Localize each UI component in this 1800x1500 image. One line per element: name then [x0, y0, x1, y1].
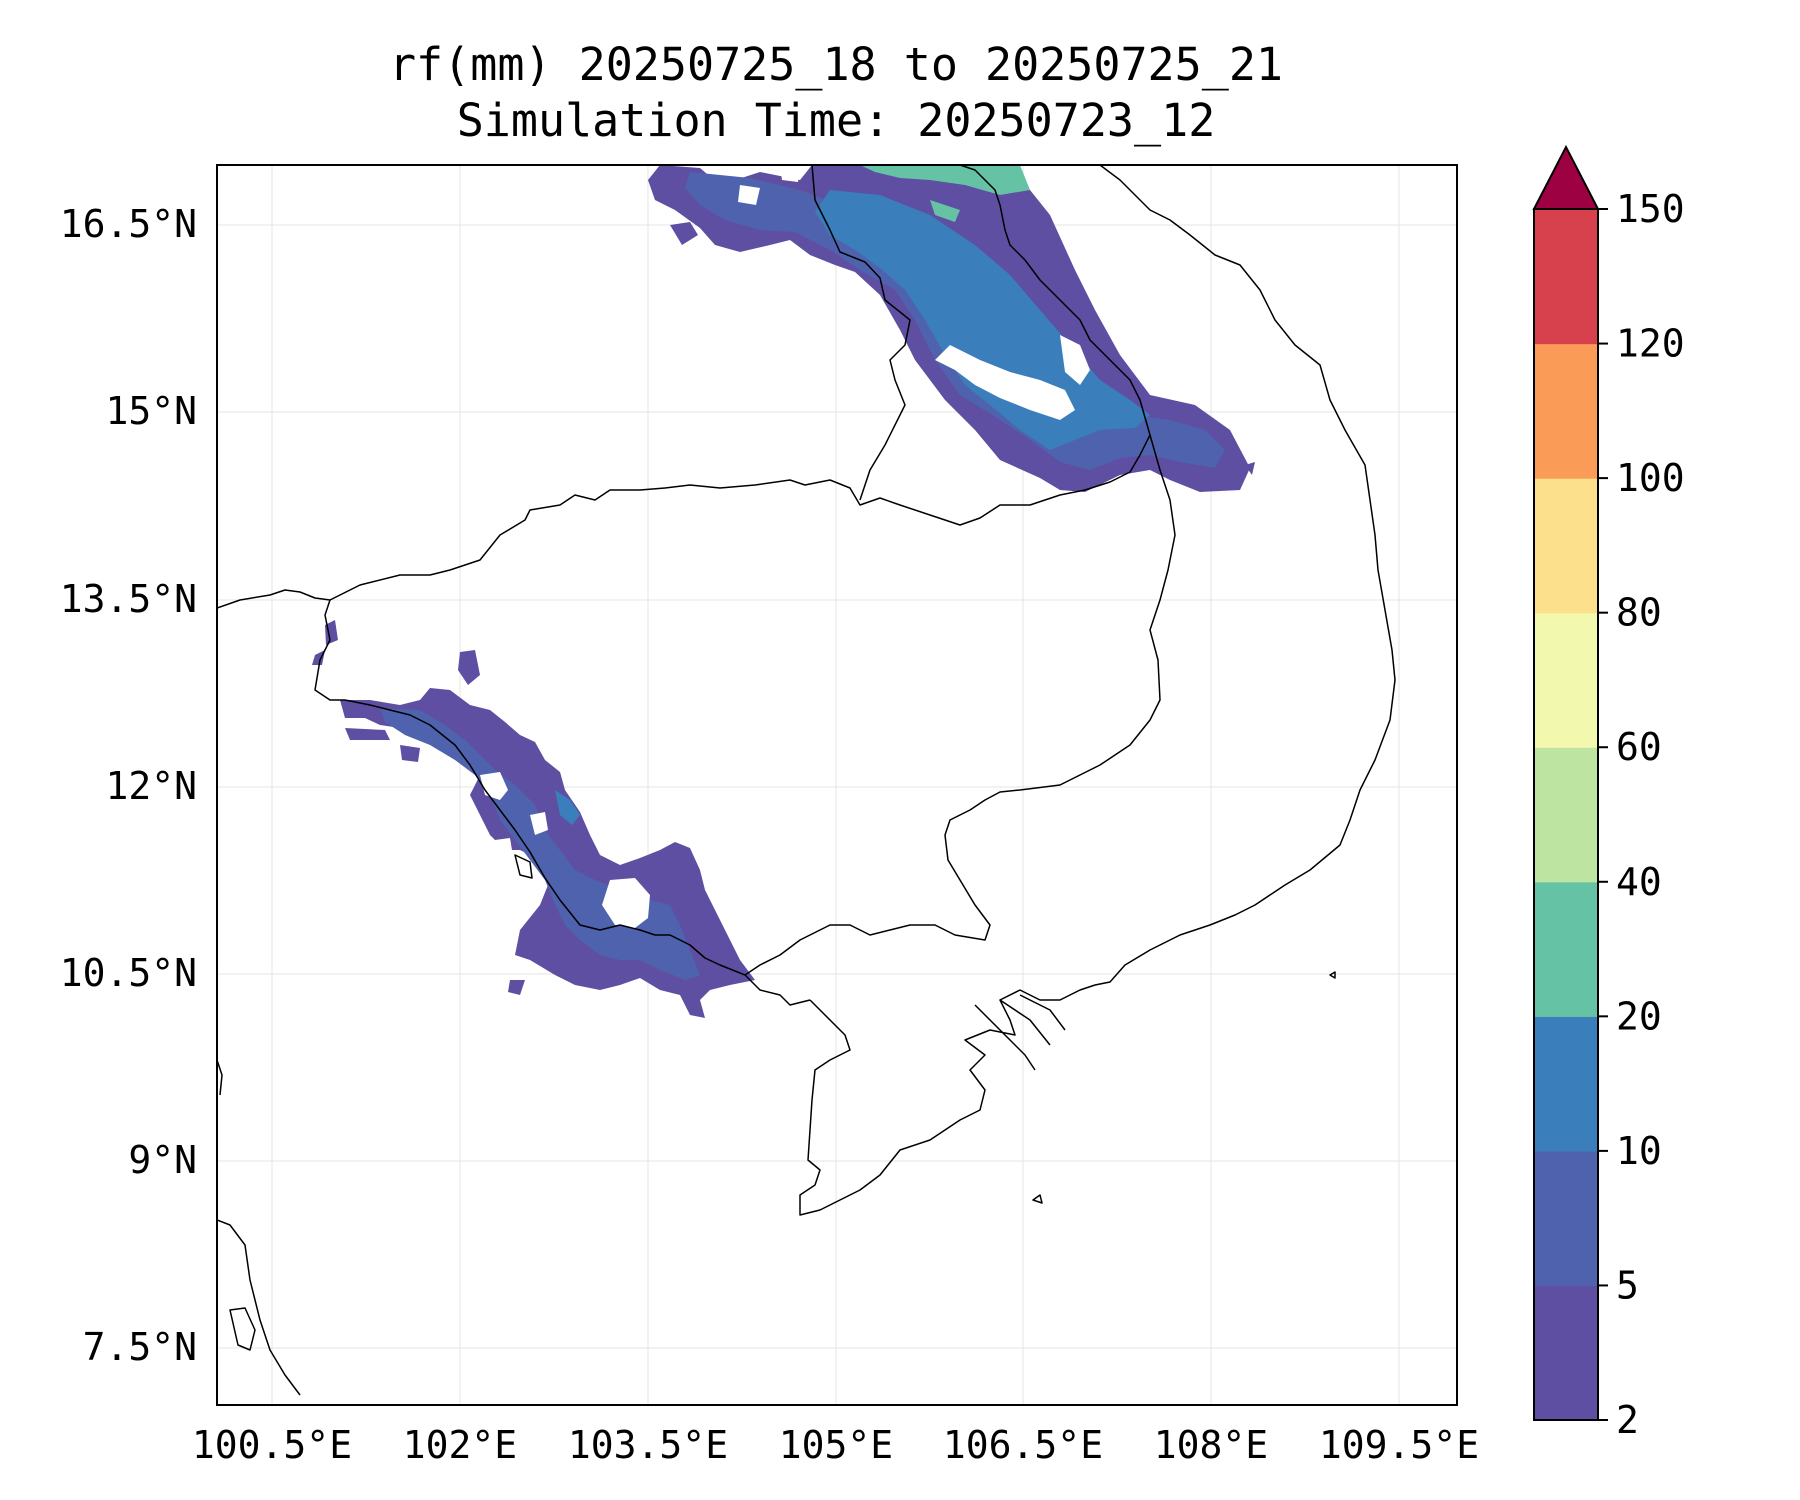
- lon-tick-label: 109.5°E: [1319, 1423, 1479, 1467]
- border-laos-cambodia: [959, 165, 1151, 436]
- rain-region-northeast: [648, 165, 1255, 492]
- lon-tick-label: 102°E: [403, 1423, 517, 1467]
- coastline-cambodia: [344, 699, 811, 1006]
- colorbar-tick-label: 2: [1616, 1398, 1639, 1442]
- lat-tick-label: 9°N: [128, 1138, 197, 1182]
- title-line-2: Simulation Time: 20250723_12: [457, 94, 1216, 147]
- colorbar-tick-label: 80: [1616, 591, 1662, 635]
- island-phu-quoc: [514, 854, 533, 879]
- colorbar-band: [1534, 747, 1598, 883]
- colorbar-band: [1534, 478, 1598, 614]
- delta-mouth-1: [974, 1004, 1036, 1071]
- gridlines: [217, 165, 1457, 1405]
- coastline-east: [799, 165, 1396, 1216]
- colorbar-band: [1534, 209, 1598, 345]
- colorbar-tick-label: 100: [1616, 456, 1685, 500]
- colorbar-extend-arrow: [1532, 144, 1600, 210]
- colorbar-frame: [1533, 208, 1599, 1421]
- lat-tick-label: 10.5°N: [60, 951, 197, 995]
- lat-tick-label: 12°N: [105, 764, 197, 808]
- lat-tick-label: 13.5°N: [60, 577, 197, 621]
- colorbar-band: [1534, 1016, 1598, 1152]
- colorbar-tick-label: 60: [1616, 725, 1662, 769]
- border-laos-thai: [811, 165, 911, 501]
- lat-ticks: 16.5°N 15°N 13.5°N 12°N 10.5°N 9°N 7.5°N: [60, 202, 197, 1369]
- title-line-1: rf(mm) 20250725_18 to 20250725_21: [389, 38, 1283, 91]
- rain-region-southwest: [312, 620, 755, 1018]
- map-frame: [216, 164, 1458, 1406]
- lon-tick-label: 103.5°E: [568, 1423, 728, 1467]
- colorbar-bands: [1534, 209, 1598, 1421]
- map-panel: 16.5°N 15°N 13.5°N 12°N 10.5°N 9°N 7.5°N…: [60, 164, 1479, 1467]
- border-thai-cambodia: [329, 434, 1151, 601]
- colorbar: 2 5 10 20 40 60 80 100 120 150: [1532, 144, 1685, 1442]
- map-background: [217, 165, 1457, 1405]
- colorbar-tick-label: 150: [1616, 187, 1685, 231]
- lat-tick-label: 15°N: [105, 389, 197, 433]
- colorbar-tick-label: 10: [1616, 1129, 1662, 1173]
- lon-tick-label: 108°E: [1154, 1423, 1268, 1467]
- colorbar-labels: 2 5 10 20 40 60 80 100 120 150: [1598, 187, 1685, 1442]
- colorbar-band: [1534, 1150, 1598, 1287]
- island-offshore: [1329, 971, 1336, 979]
- lat-tick-label: 16.5°N: [60, 202, 197, 246]
- colorbar-tick-label: 120: [1616, 322, 1685, 366]
- island-west: [229, 1307, 256, 1351]
- border-laos-vietnam: [744, 434, 1176, 976]
- lon-ticks: 100.5°E 102°E 103.5°E 105°E 106.5°E 108°…: [192, 1423, 1479, 1467]
- colorbar-band: [1534, 881, 1598, 1017]
- coastlines-borders: [217, 165, 1396, 1396]
- delta-mouth-3: [1019, 994, 1066, 1031]
- lat-tick-label: 7.5°N: [83, 1325, 197, 1369]
- coastline-malay: [217, 1219, 301, 1396]
- colorbar-tick-label: 40: [1616, 860, 1662, 904]
- colorbar-tick-label: 20: [1616, 994, 1662, 1038]
- colorbar-band: [1534, 612, 1598, 748]
- colorbar-band: [1534, 343, 1598, 479]
- delta-mouth-2: [999, 999, 1051, 1046]
- island-con-dao: [1032, 1194, 1043, 1204]
- coastline-gulf-edge: [217, 1059, 223, 1096]
- colorbar-band: [1534, 1285, 1598, 1421]
- lon-tick-label: 105°E: [779, 1423, 893, 1467]
- lon-tick-label: 100.5°E: [192, 1423, 352, 1467]
- colorbar-tick-label: 5: [1616, 1263, 1639, 1307]
- lon-tick-label: 106.5°E: [943, 1423, 1103, 1467]
